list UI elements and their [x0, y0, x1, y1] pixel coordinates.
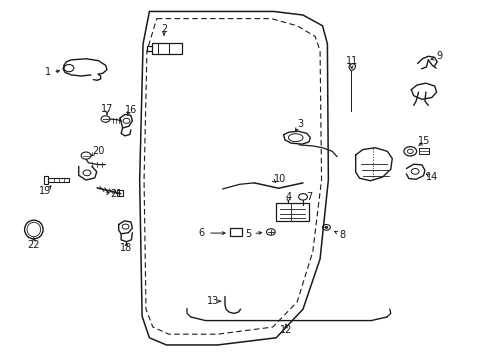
Bar [43, 176, 48, 184]
Text: 8: 8 [338, 230, 345, 239]
Text: 13: 13 [206, 296, 219, 306]
Text: 19: 19 [39, 186, 51, 197]
Text: 14: 14 [425, 172, 437, 182]
Text: 16: 16 [125, 105, 137, 115]
Bar [229, 228, 242, 235]
Circle shape [325, 226, 327, 228]
Text: 9: 9 [436, 51, 442, 61]
Text: 22: 22 [27, 239, 40, 249]
Bar [276, 203, 309, 221]
Text: 18: 18 [120, 243, 132, 253]
Text: 11: 11 [345, 56, 357, 66]
Text: 12: 12 [279, 325, 291, 335]
Text: 20: 20 [92, 145, 104, 156]
Text: 21: 21 [110, 189, 122, 199]
Text: 15: 15 [417, 136, 430, 146]
Text: 3: 3 [297, 120, 303, 129]
Text: 10: 10 [273, 174, 285, 184]
Bar [418, 148, 428, 154]
Text: 4: 4 [285, 192, 291, 202]
Text: 6: 6 [198, 228, 204, 238]
Bar [48, 178, 69, 182]
Text: 7: 7 [305, 192, 311, 202]
Text: 5: 5 [244, 229, 250, 239]
Text: 2: 2 [161, 24, 167, 34]
Bar [117, 190, 122, 197]
Text: 17: 17 [101, 104, 113, 114]
Text: 1: 1 [45, 67, 51, 77]
